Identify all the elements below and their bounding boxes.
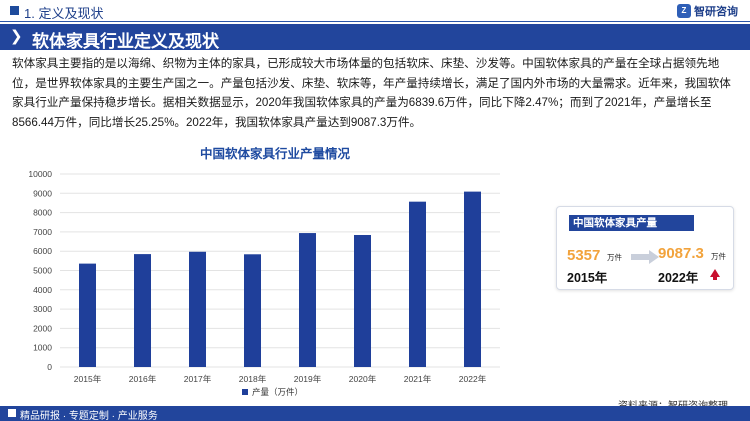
y-tick-label: 1000 <box>33 343 52 353</box>
bar <box>189 251 206 367</box>
page-title: 软体家具行业定义及现状 <box>32 32 219 51</box>
bar <box>299 233 316 367</box>
up-arrow-icon <box>710 269 720 277</box>
chart-title: 中国软体家具行业产量情况 <box>200 147 351 161</box>
bar <box>464 191 481 367</box>
x-tick-label: 2020年 <box>349 374 377 384</box>
footer-bar: 精品研报 · 专题定制 · 产业服务 <box>0 406 750 421</box>
logo-mark-icon: Z <box>677 4 691 18</box>
title-bar: ❯ 软体家具行业定义及现状 <box>0 24 750 51</box>
y-tick-label: 6000 <box>33 246 52 256</box>
top-divider <box>0 21 750 22</box>
up-arrow-stem <box>713 276 717 280</box>
year-2015: 2015年 <box>567 271 608 285</box>
y-tick-label: 7000 <box>33 227 52 237</box>
logo-text: 智研咨询 <box>694 6 738 18</box>
legend-swatch <box>242 389 248 395</box>
bar <box>134 254 151 367</box>
top-bar: 1. 定义及现状 Z 智研咨询 <box>0 0 750 22</box>
section-label: 1. 定义及现状 <box>24 6 104 21</box>
value-2015: 5357 <box>567 247 601 264</box>
y-tick-label: 5000 <box>33 266 52 276</box>
bar-chart: 0 1000 2000 3000 4000 5000 6000 7000 8000 9000 100… <box>28 169 500 397</box>
y-tick-label: 0 <box>47 362 52 372</box>
production-info-card: 中国软体家具产量 5357 万件 2015年 9087.3 万件 2022年 <box>556 206 734 290</box>
section-square-icon <box>10 6 19 15</box>
footer-square-icon <box>8 409 16 417</box>
bar <box>79 263 96 367</box>
y-tick-label: 9000 <box>33 188 52 198</box>
info-card-header: 中国软体家具产量 <box>569 215 694 231</box>
y-tick-label: 2000 <box>33 323 52 333</box>
body-paragraph: 软体家具主要指的是以海绵、织物为主体的家具，已形成较大市场体量的包括软床、床垫、… <box>12 57 731 129</box>
x-tick-label: 2021年 <box>404 374 432 384</box>
bar <box>409 201 426 367</box>
bar <box>244 254 261 367</box>
brand-logo: Z 智研咨询 <box>677 3 738 19</box>
growth-arrow-icon <box>631 250 659 264</box>
y-tick-label: 8000 <box>33 208 52 218</box>
x-tick-label: 2017年 <box>184 374 212 384</box>
unit-2022: 万件 <box>711 252 726 261</box>
x-tick-label: 2018年 <box>239 374 267 384</box>
footer-text: 精品研报 · 专题定制 · 产业服务 <box>20 411 158 421</box>
bar <box>354 234 371 367</box>
unit-2015: 万件 <box>607 253 622 262</box>
chevron-right-icon: ❯ <box>10 28 23 45</box>
y-tick-label: 10000 <box>28 169 52 179</box>
value-2022: 9087.3 <box>658 245 704 262</box>
x-tick-label: 2016年 <box>129 374 157 384</box>
x-tick-label: 2022年 <box>459 374 487 384</box>
x-tick-label: 2015年 <box>74 374 102 384</box>
y-tick-label: 4000 <box>33 285 52 295</box>
legend-label: 产量（万件） <box>252 387 303 397</box>
y-tick-label: 3000 <box>33 304 52 314</box>
x-tick-label: 2019年 <box>294 374 322 384</box>
year-2022: 2022年 <box>658 271 699 285</box>
